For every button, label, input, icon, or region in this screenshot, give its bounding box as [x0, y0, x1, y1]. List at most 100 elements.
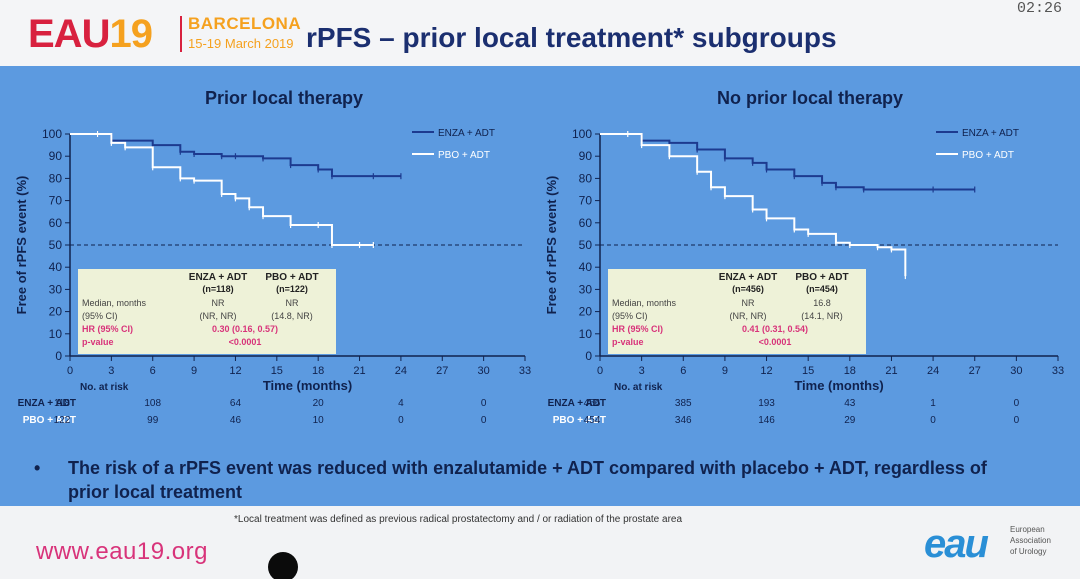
x-tick-label: 15	[802, 365, 814, 377]
x-tick-label: 6	[150, 365, 156, 377]
logo-city: BARCELONA	[188, 14, 302, 33]
legend-label: ENZA + ADT	[438, 128, 495, 139]
chart-title: No prior local therapy	[717, 88, 903, 108]
stats-col-header: ENZA + ADT	[189, 272, 247, 283]
legend-label: PBO + ADT	[438, 150, 490, 161]
y-tick-label: 50	[49, 238, 63, 252]
bullet-text: The risk of a rPFS event was reduced wit…	[68, 458, 987, 502]
x-tick-label: 18	[312, 365, 324, 377]
x-tick-label: 12	[760, 365, 772, 377]
x-tick-label: 3	[108, 365, 114, 377]
eau-logo: eau	[924, 522, 989, 566]
at-risk-value: 454	[584, 415, 601, 426]
y-axis-label: Free of rPFS event (%)	[544, 176, 559, 315]
eau19-logo: EAU19	[28, 12, 153, 56]
y-tick-label: 0	[55, 349, 62, 363]
stats-row-label: Median, months	[612, 298, 677, 308]
stats-cell: <0.0001	[229, 337, 262, 347]
x-tick-label: 33	[1052, 365, 1064, 377]
x-axis-label: Time (months)	[263, 378, 352, 393]
stats-cell: NR	[742, 298, 755, 308]
website-link[interactable]: www.eau19.org	[36, 538, 208, 565]
stats-row-label: HR (95% CI)	[612, 324, 663, 334]
stats-cell: NR	[286, 298, 299, 308]
km-series-line	[70, 133, 374, 246]
stats-row-label: p-value	[82, 337, 114, 347]
y-tick-label: 70	[49, 194, 63, 208]
at-risk-value: 43	[844, 398, 856, 409]
x-tick-label: 9	[722, 365, 728, 377]
bullet-symbol: •	[34, 458, 41, 478]
stats-row-label: (95% CI)	[82, 311, 118, 321]
at-risk-value: 118	[54, 398, 70, 409]
x-tick-label: 30	[478, 365, 490, 377]
y-tick-label: 10	[49, 327, 63, 341]
at-risk-title: No. at risk	[614, 382, 663, 393]
logo-divider	[180, 16, 182, 52]
at-risk-row-label: ENZA + ADT	[548, 398, 606, 409]
legend-label: ENZA + ADT	[962, 128, 1019, 139]
stats-col-n: (n=122)	[276, 284, 308, 294]
x-tick-label: 15	[271, 365, 283, 377]
stats-col-header: ENZA + ADT	[719, 272, 777, 283]
y-tick-label: 80	[49, 171, 63, 185]
at-risk-value: 64	[230, 398, 242, 409]
x-tick-label: 6	[680, 365, 686, 377]
stats-col-header: PBO + ADT	[795, 272, 848, 283]
at-risk-value: 346	[675, 415, 692, 426]
logo-19-text: 19	[109, 12, 152, 56]
y-tick-label: 90	[49, 149, 63, 163]
at-risk-title: No. at risk	[80, 382, 129, 393]
at-risk-value: 0	[481, 398, 487, 409]
at-risk-value: 46	[230, 415, 242, 426]
stats-col-n: (n=118)	[202, 284, 233, 294]
y-tick-label: 70	[579, 194, 593, 208]
stats-cell: NR	[212, 298, 225, 308]
stats-cell: (NR, NR)	[200, 311, 237, 321]
at-risk-value: 29	[844, 415, 856, 426]
x-axis-label: Time (months)	[794, 378, 883, 393]
x-tick-label: 18	[844, 365, 856, 377]
y-tick-label: 0	[585, 349, 592, 363]
km-charts: Prior local therapy010203040506070809010…	[14, 88, 1064, 426]
at-risk-value: 146	[758, 415, 775, 426]
at-risk-value: 0	[398, 415, 404, 426]
presenter-silhouette	[268, 552, 298, 579]
y-tick-label: 100	[42, 127, 62, 141]
at-risk-value: 0	[481, 415, 487, 426]
at-risk-value: 193	[758, 398, 775, 409]
slide-footer: *Local treatment was defined as previous…	[0, 506, 1080, 579]
km-series-line	[600, 133, 975, 191]
x-tick-label: 9	[191, 365, 197, 377]
stats-cell: 0.30 (0.16, 0.57)	[212, 324, 278, 334]
x-tick-label: 27	[969, 365, 981, 377]
y-axis-label: Free of rPFS event (%)	[14, 176, 29, 315]
x-tick-label: 30	[1010, 365, 1022, 377]
slide-title: rPFS – prior local treatment* subgroups	[306, 22, 837, 53]
x-tick-label: 0	[67, 365, 73, 377]
x-tick-label: 21	[353, 365, 365, 377]
stats-table-bg	[608, 269, 866, 354]
stats-row-label: Median, months	[82, 298, 147, 308]
at-risk-value: 122	[54, 415, 71, 426]
logo-dates: 15-19 March 2019	[188, 36, 294, 51]
y-tick-label: 20	[579, 305, 593, 319]
x-tick-label: 3	[639, 365, 645, 377]
y-tick-label: 60	[49, 216, 63, 230]
y-tick-label: 90	[579, 149, 593, 163]
y-tick-label: 50	[579, 238, 593, 252]
y-tick-label: 30	[579, 282, 593, 296]
at-risk-value: 10	[313, 415, 325, 426]
y-tick-label: 100	[572, 127, 592, 141]
eau-logo-line: European	[1010, 525, 1045, 534]
x-tick-label: 24	[927, 365, 939, 377]
stats-row-label: HR (95% CI)	[82, 324, 133, 334]
at-risk-value: 20	[313, 398, 325, 409]
stats-table-bg	[78, 269, 336, 354]
stats-col-n: (n=454)	[806, 284, 838, 294]
at-risk-value: 0	[930, 415, 936, 426]
at-risk-value: 385	[675, 398, 692, 409]
y-tick-label: 10	[579, 327, 593, 341]
stats-col-header: PBO + ADT	[265, 272, 318, 283]
slide-header: EAU19 BARCELONA 15-19 March 2019 rPFS – …	[0, 0, 1080, 66]
